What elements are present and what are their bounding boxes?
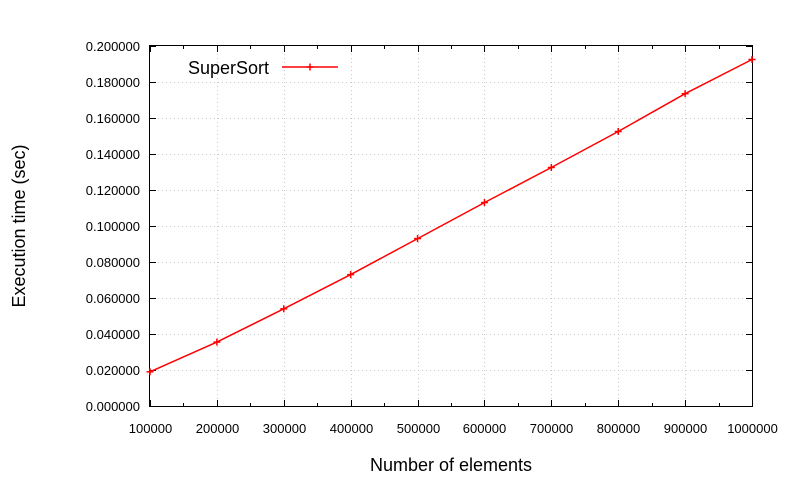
x-tick-label: 200000 (196, 421, 239, 436)
y-tick-label: 0.040000 (86, 327, 140, 342)
y-tick-label: 0.020000 (86, 363, 140, 378)
y-tick-label: 0.140000 (86, 147, 140, 162)
legend: SuperSort (188, 58, 338, 78)
data-point-marker (146, 368, 154, 376)
grid (150, 46, 752, 406)
plot-frame (149, 45, 753, 407)
x-tick-labels: 100000 200000 300000 400000 500000 600000 7000… (129, 421, 778, 436)
y-tick-label: 0.060000 (86, 291, 140, 306)
x-tick-label: 900000 (664, 421, 707, 436)
x-tick-label: 400000 (330, 421, 373, 436)
y-tick-label: 0.120000 (86, 183, 140, 198)
axis-ticks (150, 46, 753, 407)
data-point-marker (213, 338, 221, 346)
data-point-marker (347, 271, 355, 279)
y-tick-label: 0.180000 (86, 75, 140, 90)
data-point-marker (414, 235, 422, 243)
data-point-marker (681, 90, 689, 98)
x-tick-label: 300000 (263, 421, 306, 436)
legend-marker (306, 63, 314, 71)
data-point-marker (547, 164, 555, 171)
x-tick-label: 700000 (530, 421, 573, 436)
y-tick-label: 0.160000 (86, 111, 140, 126)
y-tick-label: 0.000000 (86, 399, 140, 414)
x-axis-label: Number of elements (370, 455, 532, 475)
data-point-marker (280, 305, 288, 313)
y-tick-labels: 0.000000 0.020000 0.040000 0.060000 0.080000… (86, 39, 140, 414)
x-tick-label: 500000 (397, 421, 440, 436)
x-tick-label: 600000 (463, 421, 506, 436)
y-tick-label: 0.080000 (86, 255, 140, 270)
series-line (149, 58, 753, 373)
data-point-marker (480, 199, 488, 207)
y-tick-label: 0.100000 (86, 219, 140, 234)
y-axis-label: Execution time (sec) (9, 144, 29, 307)
data-point-marker (614, 128, 622, 135)
legend-label: SuperSort (188, 58, 269, 78)
data-point-marker (748, 56, 756, 63)
x-tick-label: 800000 (597, 421, 640, 436)
x-tick-label: 1000000 (727, 421, 778, 436)
series-layer (146, 56, 756, 376)
x-tick-label: 100000 (129, 421, 172, 436)
y-tick-label: 0.200000 (86, 39, 140, 54)
